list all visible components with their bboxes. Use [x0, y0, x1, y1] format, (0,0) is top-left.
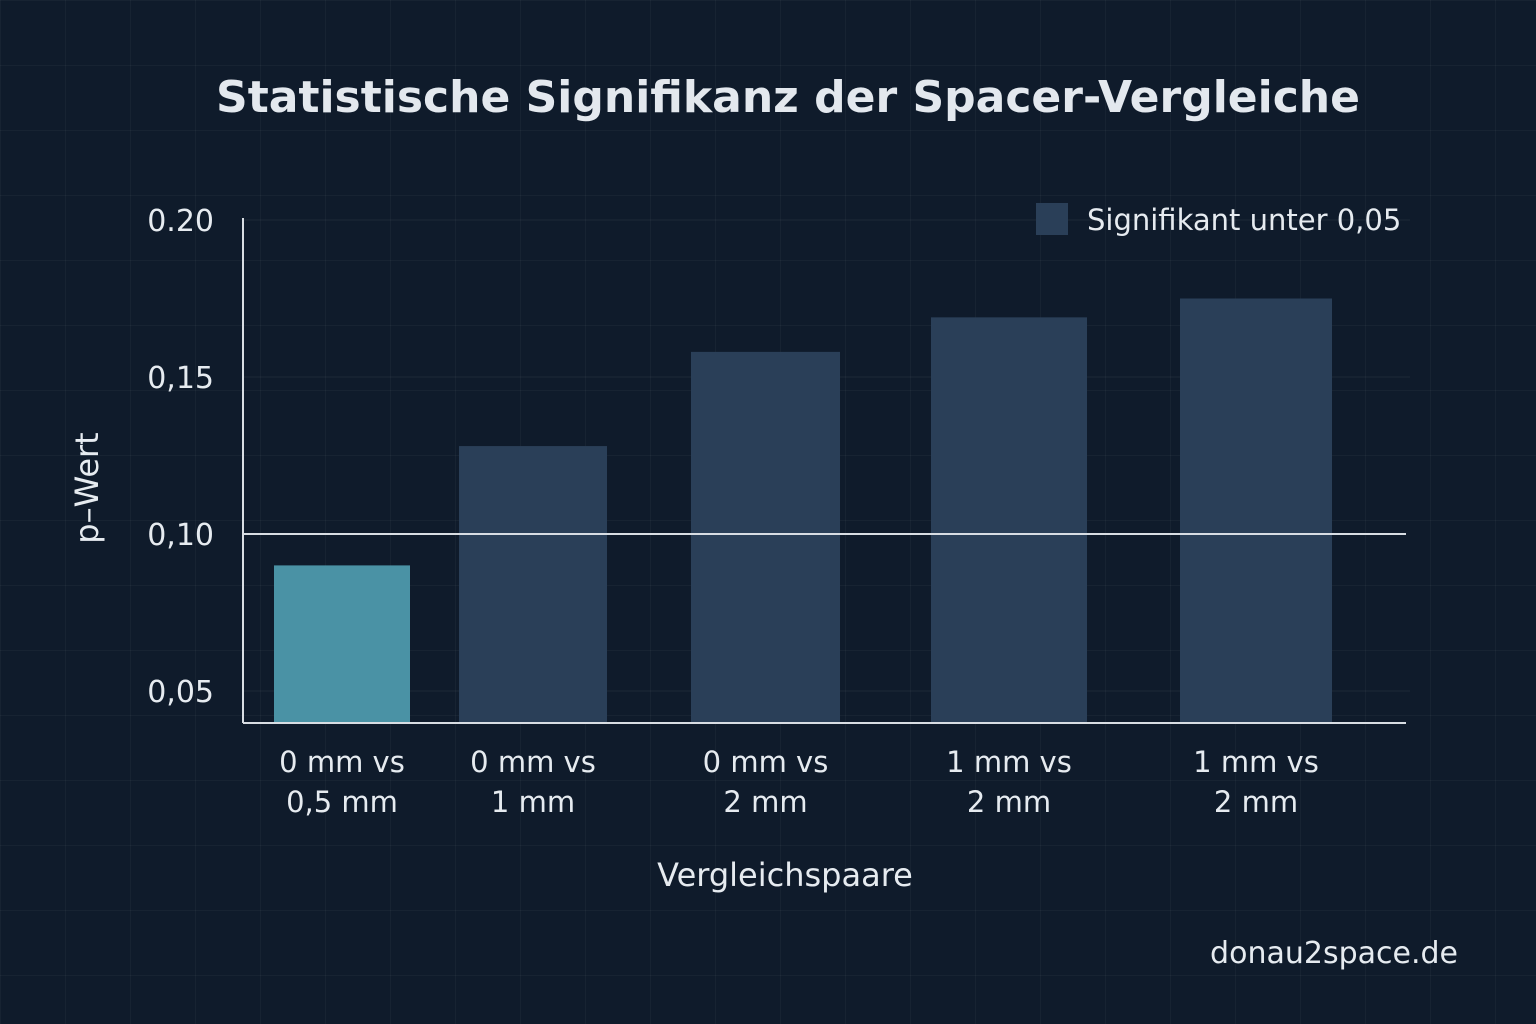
x-tick-label: 2 mm: [723, 785, 807, 819]
y-tick-label: 0.20: [147, 204, 214, 239]
x-tick-label: 1 mm vs: [946, 745, 1072, 779]
x-tick-label: 1 mm vs: [1193, 745, 1319, 779]
x-tick-label: 0,5 mm: [286, 785, 398, 819]
bar: [931, 317, 1087, 723]
bar: [274, 565, 410, 723]
x-axis-label: Vergleichspaare: [657, 856, 913, 894]
legend-swatch: [1036, 203, 1068, 235]
x-tick-label: 1 mm: [491, 785, 575, 819]
x-tick-label: 0 mm vs: [703, 745, 829, 779]
bar: [459, 446, 607, 723]
x-tick-label: 0 mm vs: [470, 745, 596, 779]
y-axis-label: p–Wert: [68, 432, 106, 543]
x-tick-label: 2 mm: [1214, 785, 1298, 819]
x-tick-label: 0 mm vs: [279, 745, 405, 779]
bar: [691, 351, 840, 723]
x-tick-label: 2 mm: [967, 785, 1051, 819]
legend-label: Signifikant unter 0,05: [1087, 203, 1401, 237]
y-tick-label: 0,15: [147, 361, 214, 396]
y-tick-label: 0,05: [147, 675, 214, 710]
source-label: donau2space.de: [1210, 936, 1458, 971]
y-tick-label: 0,10: [147, 518, 214, 553]
chart-title: Statistische Signifikanz der Spacer-Verg…: [216, 72, 1360, 123]
bar: [1180, 298, 1332, 723]
